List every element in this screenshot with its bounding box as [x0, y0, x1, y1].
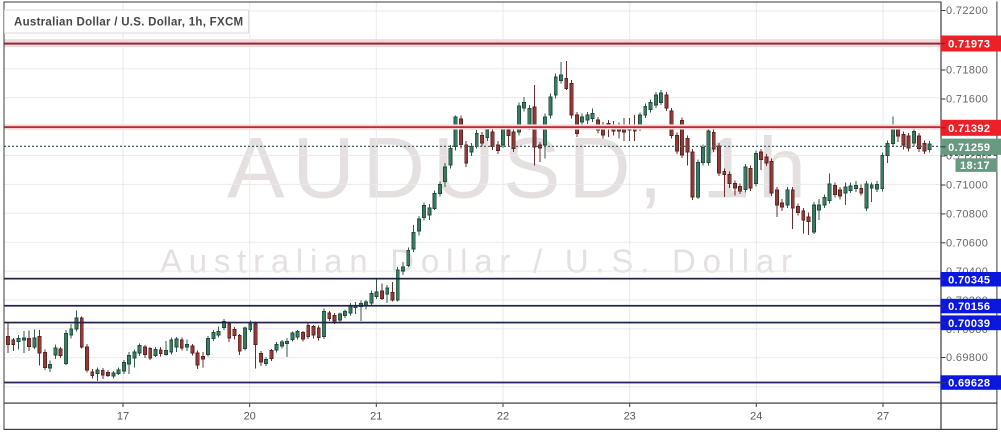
svg-text:0.70600: 0.70600	[946, 237, 988, 249]
svg-text:0.71392: 0.71392	[948, 123, 990, 135]
svg-text:0.71973: 0.71973	[948, 39, 990, 51]
svg-text:24: 24	[750, 411, 762, 423]
svg-text:0.70039: 0.70039	[948, 318, 990, 330]
svg-text:21: 21	[370, 411, 382, 423]
svg-text:0.70156: 0.70156	[948, 301, 990, 313]
svg-text:0.70800: 0.70800	[946, 208, 988, 220]
svg-text:0.71259: 0.71259	[948, 142, 990, 154]
svg-text:0.69800: 0.69800	[946, 352, 988, 364]
svg-text:0.71800: 0.71800	[946, 65, 988, 77]
svg-text:22: 22	[497, 411, 509, 423]
svg-text:17: 17	[117, 411, 129, 423]
svg-text:27: 27	[877, 411, 889, 423]
svg-text:18:17: 18:17	[960, 160, 990, 172]
svg-text:0.70345: 0.70345	[948, 274, 990, 286]
svg-text:23: 23	[624, 411, 636, 423]
svg-text:0.71600: 0.71600	[946, 94, 988, 106]
svg-text:Australian Dollar / U.S. Dolla: Australian Dollar / U.S. Dollar, 1h, FXC…	[14, 17, 243, 29]
svg-text:20: 20	[244, 411, 256, 423]
svg-text:0.72200: 0.72200	[946, 5, 988, 17]
svg-text:0.71000: 0.71000	[946, 180, 988, 192]
svg-text:0.69628: 0.69628	[948, 378, 990, 390]
